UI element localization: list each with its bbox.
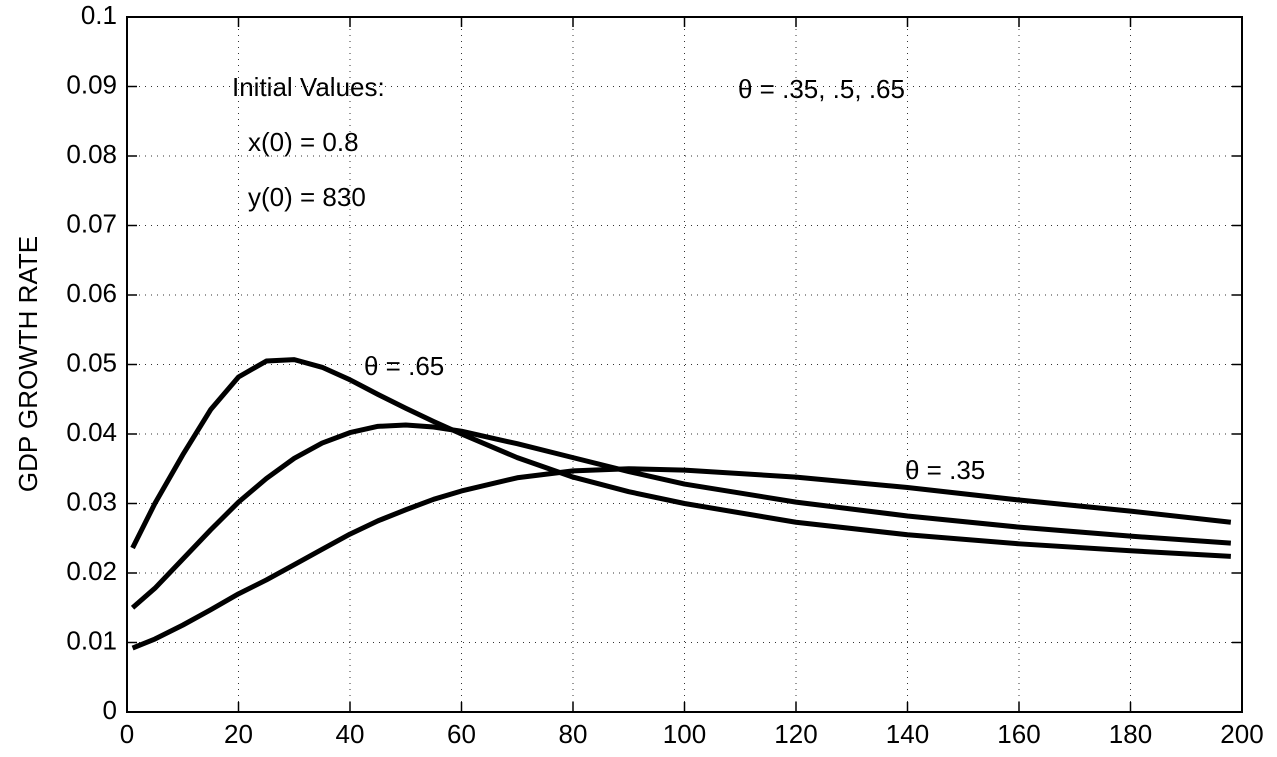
x-tick-label: 140 bbox=[886, 719, 929, 749]
line-series bbox=[130, 357, 1231, 559]
y-tick-label: 0.08 bbox=[66, 139, 117, 169]
x-tick-label: 0 bbox=[120, 719, 134, 749]
y-tick-label: 0.05 bbox=[66, 347, 117, 377]
y-tick-label: 0.02 bbox=[66, 556, 117, 586]
x-tick-label: 40 bbox=[336, 719, 365, 749]
plot-frame bbox=[126, 16, 1243, 713]
line-series bbox=[130, 422, 1232, 610]
x-tick-label: 200 bbox=[1220, 719, 1263, 749]
x-tick-label: 160 bbox=[997, 719, 1040, 749]
annotation: x(0) = 0.8 bbox=[248, 127, 359, 157]
x-tick-label: 80 bbox=[559, 719, 588, 749]
y-tick-label: 0.03 bbox=[66, 486, 117, 516]
annotation: θ = .35, .5, .65 bbox=[738, 74, 905, 104]
y-tick-label: 0.1 bbox=[81, 0, 117, 30]
line-series bbox=[131, 466, 1232, 651]
annotation: y(0) = 830 bbox=[248, 182, 366, 212]
y-tick-label: 0.04 bbox=[66, 417, 117, 447]
annotation: Initial Values: bbox=[232, 72, 385, 102]
y-tick-label: 0.06 bbox=[66, 278, 117, 308]
annotation: θ = .35 bbox=[905, 455, 985, 485]
x-tick-label: 60 bbox=[447, 719, 476, 749]
y-tick-label: 0.07 bbox=[66, 208, 117, 238]
x-tick-label: 120 bbox=[774, 719, 817, 749]
y-tick-label: 0 bbox=[103, 695, 117, 725]
annotation: θ = .65 bbox=[364, 351, 444, 381]
x-tick-label: 180 bbox=[1109, 719, 1152, 749]
x-tick-label: 100 bbox=[663, 719, 706, 749]
y-axis-label: GDP GROWTH RATE bbox=[13, 236, 43, 492]
y-tick-label: 0.09 bbox=[66, 69, 117, 99]
y-tick-label: 0.01 bbox=[66, 625, 117, 655]
x-tick-label: 20 bbox=[224, 719, 253, 749]
